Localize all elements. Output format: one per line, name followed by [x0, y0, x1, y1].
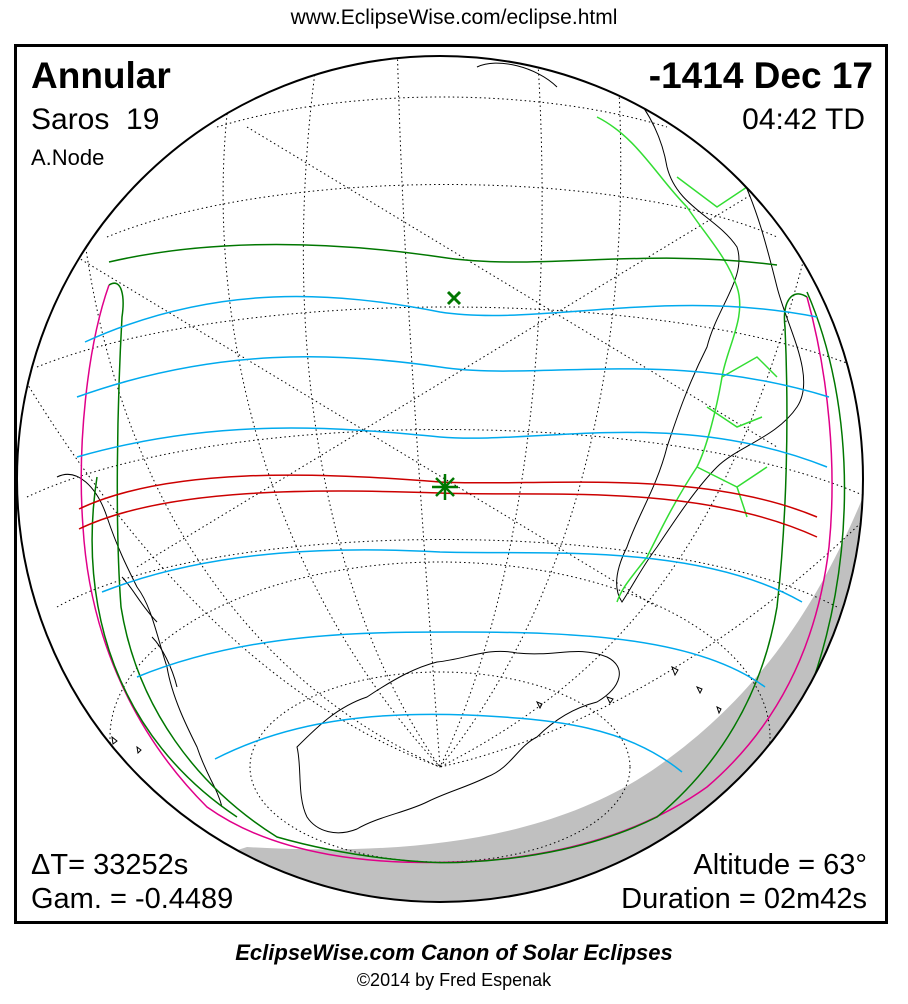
gamma: Gam. = -0.4489	[31, 883, 234, 915]
eclipse-date: -1414 Dec 17	[648, 55, 873, 96]
australia-coast	[56, 473, 223, 808]
islands	[111, 665, 722, 755]
globe-outline	[17, 55, 864, 903]
antarctica-coast	[296, 650, 620, 834]
saros-label: Saros	[31, 103, 110, 136]
penumbral-limits	[91, 243, 846, 864]
graticule	[17, 56, 863, 902]
saros-series: Saros 19	[31, 103, 159, 137]
borders	[596, 116, 778, 603]
delta-t: ΔT= 33252s	[31, 849, 189, 881]
footer-title: EclipseWise.com Canon of Solar Eclipses	[235, 940, 673, 965]
saros-number: 19	[126, 103, 160, 136]
eclipse-type: Annular	[31, 55, 171, 96]
globe-map	[17, 55, 864, 903]
eclipse-map-panel: Annular -1414 Dec 17 Saros 19 04:42 TD A…	[14, 44, 888, 924]
eclipse-time: 04:42 TD	[742, 103, 865, 136]
greenland-hint	[476, 62, 558, 88]
rise-set-curves	[80, 284, 833, 864]
sun-altitude: Altitude = 63°	[693, 849, 867, 881]
footer-copyright: ©2014 by Fred Espenak	[356, 970, 552, 990]
new-zealand-coast	[121, 576, 178, 688]
central-duration: Duration = 02m42s	[621, 883, 867, 915]
night-shade	[17, 497, 863, 902]
eclipse-node: A.Node	[31, 145, 105, 170]
subsolar-marker	[446, 290, 462, 306]
south-america-coast	[591, 56, 805, 603]
coastlines	[56, 56, 805, 834]
source-url: www.EclipseWise.com/eclipse.html	[290, 6, 618, 29]
contact-lines	[76, 295, 830, 773]
greatest-eclipse-marker	[432, 474, 458, 500]
